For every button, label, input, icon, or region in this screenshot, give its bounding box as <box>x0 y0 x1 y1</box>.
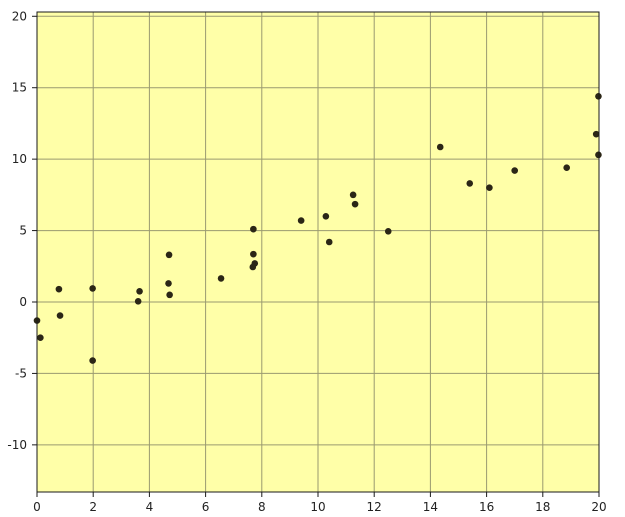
data-point <box>349 191 357 199</box>
y-tick-label: 20 <box>12 9 27 23</box>
data-point <box>89 285 96 292</box>
data-point <box>297 217 305 224</box>
data-point <box>37 334 44 342</box>
x-tick-label: 20 <box>591 500 606 514</box>
x-tick-label: 2 <box>89 500 97 514</box>
y-tick-label: 15 <box>12 81 27 95</box>
y-tick-label: 0 <box>19 295 27 309</box>
data-point <box>466 180 474 187</box>
data-point <box>351 200 359 208</box>
data-point <box>592 130 600 138</box>
data-point <box>250 225 257 233</box>
data-point <box>56 312 64 319</box>
x-axis: 0 2 4 6 8 10 12 14 16 18 20 <box>33 492 607 514</box>
x-tick-label: 16 <box>479 500 494 514</box>
x-tick-label: 12 <box>367 500 382 514</box>
data-point <box>55 285 63 293</box>
x-tick-label: 6 <box>202 500 210 514</box>
data-point <box>436 143 444 151</box>
data-point <box>166 291 173 299</box>
data-points <box>33 92 602 364</box>
data-point <box>595 151 602 159</box>
data-point <box>249 263 257 271</box>
data-point <box>595 92 602 100</box>
data-point <box>511 167 518 174</box>
y-tick-label: -10 <box>7 438 27 452</box>
x-tick-label: 14 <box>423 500 438 514</box>
data-point <box>325 238 333 246</box>
data-point <box>250 250 257 258</box>
data-point <box>165 280 172 287</box>
data-point <box>165 251 173 259</box>
data-point <box>89 357 96 364</box>
data-point <box>134 297 142 305</box>
x-tick-label: 8 <box>258 500 266 514</box>
y-axis: -10 -5 0 5 10 15 20 <box>7 9 37 452</box>
x-tick-label: 4 <box>146 500 154 514</box>
y-tick-label: 5 <box>19 224 27 238</box>
y-tick-label: -5 <box>15 366 27 380</box>
data-point <box>322 212 330 220</box>
x-tick-label: 18 <box>535 500 550 514</box>
data-point <box>486 184 493 192</box>
x-tick-label: 0 <box>33 500 41 514</box>
data-point <box>136 287 143 295</box>
x-tick-label: 10 <box>310 500 325 514</box>
y-tick-label: 10 <box>12 152 27 166</box>
data-point <box>563 164 570 172</box>
data-point <box>217 275 225 282</box>
data-point <box>384 227 392 235</box>
